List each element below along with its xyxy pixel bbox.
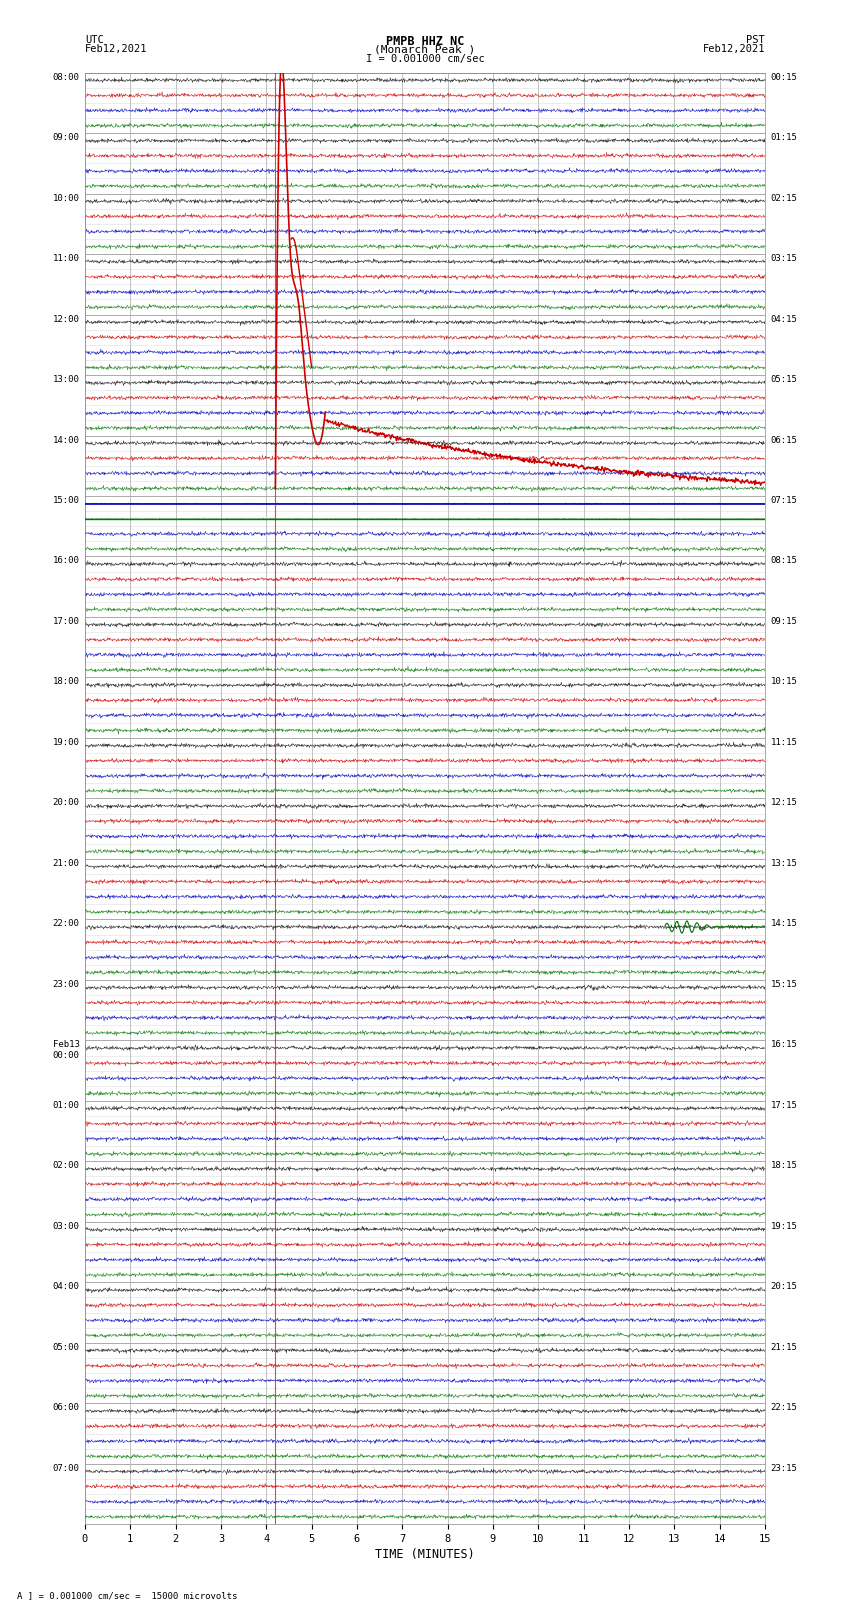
Text: 18:15: 18:15 [770,1161,797,1171]
Text: 22:15: 22:15 [770,1403,797,1413]
Text: 13:00: 13:00 [53,376,80,384]
Text: 02:15: 02:15 [770,194,797,203]
Text: 03:00: 03:00 [53,1223,80,1231]
Text: 19:15: 19:15 [770,1223,797,1231]
Text: 22:00: 22:00 [53,919,80,929]
Text: 00:15: 00:15 [770,73,797,82]
Text: 17:15: 17:15 [770,1100,797,1110]
Text: 01:00: 01:00 [53,1100,80,1110]
Text: 13:15: 13:15 [770,858,797,868]
Text: 14:00: 14:00 [53,436,80,445]
Text: 06:15: 06:15 [770,436,797,445]
Text: 23:00: 23:00 [53,979,80,989]
Text: 06:00: 06:00 [53,1403,80,1413]
Text: 23:15: 23:15 [770,1465,797,1473]
Text: 09:15: 09:15 [770,618,797,626]
Text: (Monarch Peak ): (Monarch Peak ) [374,44,476,55]
Text: I = 0.001000 cm/sec: I = 0.001000 cm/sec [366,53,484,65]
Text: 10:15: 10:15 [770,677,797,687]
Text: 19:00: 19:00 [53,737,80,747]
Text: 01:15: 01:15 [770,134,797,142]
Text: 05:15: 05:15 [770,376,797,384]
Text: 20:15: 20:15 [770,1282,797,1292]
Text: 09:00: 09:00 [53,134,80,142]
Text: 08:00: 08:00 [53,73,80,82]
Text: 18:00: 18:00 [53,677,80,687]
Text: 02:00: 02:00 [53,1161,80,1171]
Text: 16:00: 16:00 [53,556,80,566]
X-axis label: TIME (MINUTES): TIME (MINUTES) [375,1548,475,1561]
Text: 14:15: 14:15 [770,919,797,929]
Text: UTC: UTC [85,35,104,45]
Text: 21:00: 21:00 [53,858,80,868]
Text: 20:00: 20:00 [53,798,80,808]
Text: Feb12,2021: Feb12,2021 [85,44,148,55]
Text: 11:00: 11:00 [53,255,80,263]
Text: 04:00: 04:00 [53,1282,80,1292]
Text: 12:15: 12:15 [770,798,797,808]
Text: 11:15: 11:15 [770,737,797,747]
Text: Feb13
00:00: Feb13 00:00 [53,1040,80,1060]
Text: 08:15: 08:15 [770,556,797,566]
Text: PMPB HHZ NC: PMPB HHZ NC [386,35,464,48]
Text: Feb12,2021: Feb12,2021 [702,44,765,55]
Text: 15:15: 15:15 [770,979,797,989]
Text: 17:00: 17:00 [53,618,80,626]
Text: 07:00: 07:00 [53,1465,80,1473]
Text: 03:15: 03:15 [770,255,797,263]
Text: 16:15: 16:15 [770,1040,797,1050]
Text: A ] = 0.001000 cm/sec =  15000 microvolts: A ] = 0.001000 cm/sec = 15000 microvolts [17,1590,237,1600]
Text: 07:15: 07:15 [770,497,797,505]
Text: 10:00: 10:00 [53,194,80,203]
Text: 15:00: 15:00 [53,497,80,505]
Text: PST: PST [746,35,765,45]
Text: 21:15: 21:15 [770,1342,797,1352]
Text: 04:15: 04:15 [770,315,797,324]
Text: 12:00: 12:00 [53,315,80,324]
Text: 05:00: 05:00 [53,1342,80,1352]
